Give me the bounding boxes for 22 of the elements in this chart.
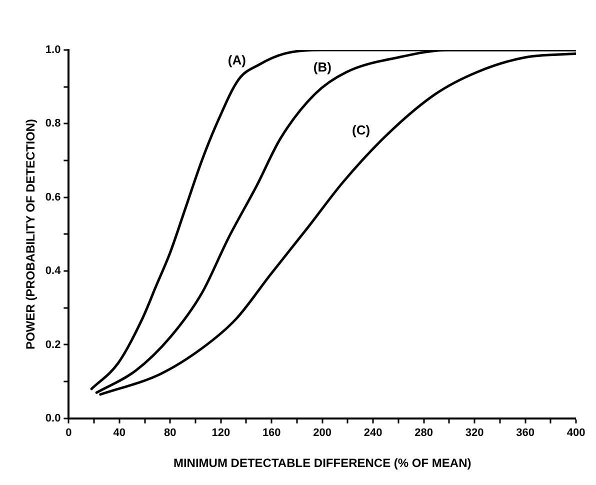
x-tick-label: 160 (262, 427, 281, 440)
y-tick-label: 0.4 (45, 265, 62, 278)
x-tick-label: 320 (465, 427, 484, 440)
y-tick-label: 0.8 (45, 118, 61, 130)
x-tick-label: 280 (414, 427, 433, 440)
y-tick-label: 0.6 (45, 191, 61, 204)
x-tick-label: 360 (516, 427, 534, 440)
x-tick-label: 400 (566, 427, 586, 440)
y-axis-title: POWER (PROBABILITY OF DETECTION) (24, 118, 38, 350)
y-tick-label: 0.0 (45, 412, 61, 424)
x-tick-label: 200 (313, 427, 332, 440)
series-label: (C) (352, 122, 370, 138)
y-tick-label: 1.0 (45, 44, 61, 56)
x-tick-label: 80 (164, 427, 176, 440)
y-tick-label: 0.2 (45, 338, 61, 351)
x-tick-label: 0 (66, 427, 72, 440)
x-axis-title: MINIMUM DETECTABLE DIFFERENCE (% OF MEAN) (173, 456, 472, 470)
x-tick-label: 40 (113, 427, 126, 440)
series-label: (A) (228, 52, 246, 68)
x-tick-label: 240 (364, 427, 382, 440)
x-tick-label: 120 (212, 427, 230, 440)
series-label: (B) (313, 60, 332, 75)
